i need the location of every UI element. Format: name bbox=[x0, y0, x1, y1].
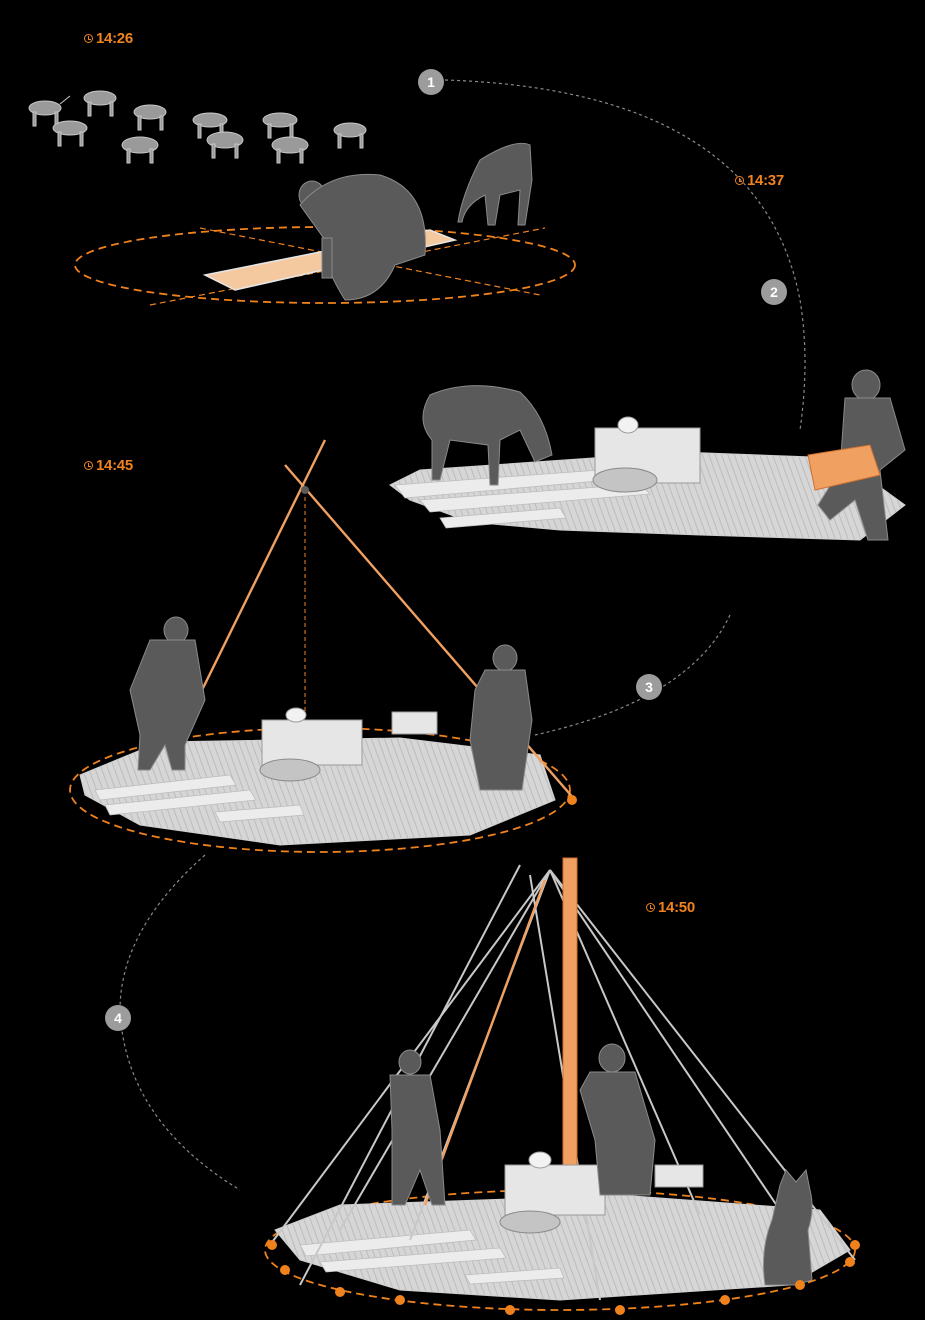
time-label-stage-2: 14:37 bbox=[735, 172, 784, 189]
reindeer-silhouette-3 bbox=[52, 120, 88, 147]
reindeer-silhouette-10 bbox=[333, 122, 367, 149]
step-badge-3: 3 bbox=[636, 674, 662, 700]
reindeer-figure-1 bbox=[457, 142, 533, 226]
stage4-central-pole bbox=[562, 857, 578, 1199]
connector-2-3 bbox=[534, 614, 731, 736]
connector-1-2 bbox=[444, 79, 806, 431]
woman-holding-pole-figure bbox=[579, 1043, 656, 1196]
stage2-floor-boards bbox=[394, 469, 651, 529]
time-label-stage-1: 14:26 bbox=[84, 30, 133, 47]
clock-icon bbox=[84, 34, 93, 43]
stage3-stove bbox=[261, 707, 363, 766]
clock-icon bbox=[84, 461, 93, 470]
woman-with-pole-figure bbox=[469, 644, 533, 791]
reindeer-silhouette-7 bbox=[206, 131, 244, 159]
stage4-stove bbox=[504, 1151, 606, 1216]
time-text: 14:26 bbox=[96, 30, 133, 47]
step-badge-4: 4 bbox=[105, 1005, 131, 1031]
connector-3-4 bbox=[119, 854, 241, 1191]
reindeer-silhouette-5 bbox=[121, 136, 159, 164]
time-text: 14:50 bbox=[658, 899, 695, 916]
step-badge-2: 2 bbox=[761, 279, 787, 305]
reindeer-silhouette-9 bbox=[271, 136, 309, 164]
man-with-pole-figure bbox=[129, 616, 206, 771]
clock-icon bbox=[646, 903, 655, 912]
stage3-pole-tie bbox=[301, 486, 309, 494]
stage4-floor bbox=[274, 1194, 851, 1301]
time-label-stage-4: 14:50 bbox=[646, 899, 695, 916]
reindeer-silhouette-2 bbox=[83, 90, 117, 117]
stage3-boundary bbox=[69, 727, 571, 853]
stage4-floor-boards bbox=[299, 1229, 565, 1285]
reindeer-silhouette-1 bbox=[28, 95, 71, 127]
stage3-basin bbox=[259, 758, 321, 782]
child-figure bbox=[389, 1049, 446, 1206]
stage4-basin bbox=[499, 1210, 561, 1234]
stage4-orange-pole bbox=[423, 879, 547, 1206]
time-text: 14:37 bbox=[747, 172, 784, 189]
time-text: 14:45 bbox=[96, 457, 133, 474]
kneeling-person-figure bbox=[298, 173, 426, 301]
stage3-floor-boards bbox=[94, 774, 305, 823]
reindeer-figure-2 bbox=[422, 385, 553, 486]
reindeer-herd bbox=[28, 90, 367, 164]
dog-figure bbox=[763, 1168, 813, 1286]
stage3-small-table bbox=[391, 711, 438, 735]
reindeer-silhouette-6 bbox=[192, 112, 228, 139]
stage3-pole-anchor bbox=[567, 795, 577, 805]
reindeer-silhouette-4 bbox=[133, 104, 167, 131]
carried-table bbox=[807, 444, 881, 491]
time-label-stage-3: 14:45 bbox=[84, 457, 133, 474]
stage4-pole-anchors bbox=[267, 1240, 860, 1315]
clock-icon bbox=[735, 176, 744, 185]
step-badge-1: 1 bbox=[418, 69, 444, 95]
reindeer-silhouette-8 bbox=[262, 112, 298, 139]
stage2-basin bbox=[592, 467, 658, 493]
stage4-small-table bbox=[654, 1164, 704, 1188]
